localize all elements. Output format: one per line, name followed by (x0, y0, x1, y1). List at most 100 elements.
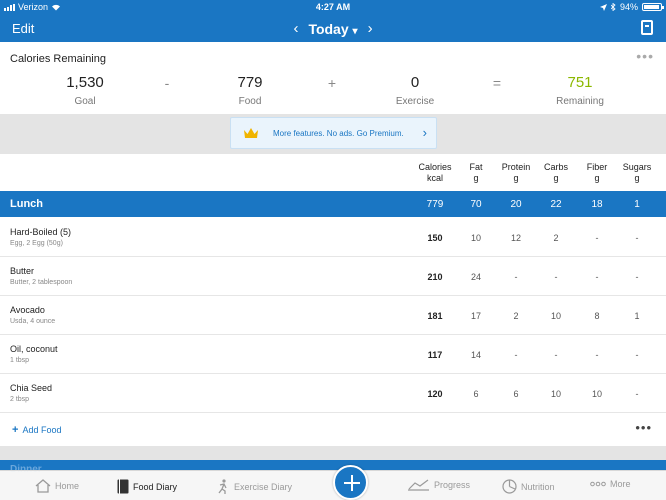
calories-more-icon[interactable]: ••• (636, 48, 654, 64)
food-sugars: 1 (634, 311, 640, 321)
food-calories: 181 (427, 311, 443, 321)
carrier-name: Verizon (18, 2, 49, 12)
meal-total-fat: 70 (470, 199, 482, 210)
tab-exercise-diary[interactable]: Exercise Diary (216, 479, 292, 494)
date-selector: ‹ Today ▾ › (0, 20, 666, 37)
food-protein: 2 (513, 311, 519, 321)
crown-icon (244, 128, 258, 138)
food-label: Food (238, 96, 262, 107)
meal-header-dinner[interactable]: Dinner (0, 460, 666, 475)
food-fiber: 10 (591, 389, 602, 399)
add-food-label: Add Food (22, 425, 62, 435)
food-protein: - (514, 272, 518, 282)
tab-home[interactable]: Home (35, 479, 79, 493)
nutrient-header-row: Calories kcal Fat g Protein g Carbs g Fiber g… (0, 154, 666, 194)
exercise-value: 0 (410, 74, 420, 91)
column-header-name: Carbs (543, 162, 568, 172)
bluetooth-icon (610, 3, 616, 11)
food-row[interactable]: Butter Butter, 2 tablespoon 210 24 - - -… (0, 257, 666, 296)
tab-label: More (610, 479, 631, 489)
meal-total-protein: 20 (510, 199, 522, 210)
goal-column: 1,530 Goal (25, 74, 145, 107)
edit-button[interactable]: Edit (12, 21, 35, 36)
food-row[interactable]: Oil, coconut 1 tbsp 117 14 - - - - (0, 335, 666, 374)
food-sugars: - (635, 272, 639, 282)
quick-add-button[interactable] (333, 465, 368, 500)
food-row[interactable]: Avocado Usda, 4 ounce 181 17 2 10 8 1 (0, 296, 666, 335)
tab-nutrition[interactable]: Nutrition (502, 479, 555, 494)
premium-banner[interactable]: More features. No ads. Go Premium. › (230, 117, 437, 149)
status-bar: Verizon 4:27 AM 94% (0, 0, 666, 14)
column-header-unit: g (634, 173, 640, 183)
column-header-name: Fiber (586, 162, 608, 172)
column-header-unit: g (473, 173, 479, 183)
food-carbs: - (554, 350, 558, 360)
meal-more-icon[interactable]: ••• (635, 420, 652, 435)
food-name: Avocado (10, 305, 45, 315)
food-fat: 10 (470, 233, 481, 243)
food-description: 2 tbsp (10, 396, 30, 403)
tab-label: Food Diary (133, 481, 178, 492)
meal-total-sugars: 1 (634, 199, 640, 210)
chart-icon (408, 479, 429, 491)
column-header-fat: Fat g (456, 162, 496, 184)
column-header-name: Calories (418, 162, 452, 172)
diary-complete-icon[interactable] (641, 20, 653, 35)
calories-remaining-card: Calories Remaining ••• 1,530 Goal - 779 … (0, 42, 666, 114)
meal-header-lunch[interactable]: Lunch 779 70 20 22 18 1 (0, 191, 666, 217)
column-header-name: Protein (501, 162, 531, 172)
column-header-sugars: Sugars g (617, 162, 657, 184)
chevron-down-icon: ▾ (352, 25, 358, 37)
date-title-label: Today (308, 20, 349, 37)
food-calories: 210 (427, 272, 443, 282)
date-title[interactable]: Today ▾ (308, 21, 357, 37)
remaining-label: Remaining (556, 96, 604, 107)
tab-label: Nutrition (521, 481, 555, 492)
food-fat: 6 (473, 389, 479, 399)
plus-icon: + (12, 424, 19, 436)
food-row[interactable]: Hard-Boiled (5) Egg, 2 Egg (50g) 150 10 … (0, 218, 666, 257)
tab-label: Exercise Diary (234, 481, 293, 492)
add-food-button[interactable]: + Add Food (12, 424, 61, 436)
food-carbs: - (554, 272, 558, 282)
food-fat: 14 (470, 350, 481, 360)
food-carbs: 2 (553, 233, 559, 243)
tab-progress[interactable]: Progress (408, 479, 470, 491)
food-sugars: - (635, 389, 639, 399)
tab-more[interactable]: More (590, 479, 631, 489)
food-name: Chia Seed (10, 383, 53, 393)
food-protein: 12 (510, 233, 521, 243)
food-name: Oil, coconut (10, 344, 58, 354)
chevron-right-icon: › (422, 125, 427, 140)
tab-food-diary[interactable]: Food Diary (117, 479, 177, 494)
food-fiber: - (595, 350, 599, 360)
more-dots-icon (590, 481, 606, 487)
next-day-arrow-icon[interactable]: › (367, 20, 373, 37)
food-description: Butter, 2 tablespoon (10, 279, 73, 286)
food-name: Butter (10, 266, 35, 276)
food-value: 779 (237, 74, 263, 91)
diary-icon (117, 479, 129, 494)
column-header-unit: g (513, 173, 519, 183)
cell-signal-icon (4, 3, 15, 11)
column-header-unit: kcal (426, 173, 443, 183)
food-sugars: - (635, 233, 639, 243)
goal-label: Goal (74, 96, 96, 107)
runner-icon (218, 479, 227, 494)
food-row[interactable]: Chia Seed 2 tbsp 120 6 6 10 10 - (0, 374, 666, 413)
calories-remaining-title: Calories Remaining (10, 53, 106, 65)
column-header-carbs: Carbs g (536, 162, 576, 184)
food-protein: 6 (513, 389, 519, 399)
wifi-icon (52, 4, 61, 11)
food-fiber: - (595, 233, 599, 243)
food-fat: 17 (470, 311, 481, 321)
food-protein: - (514, 350, 518, 360)
column-header-fiber: Fiber g (577, 162, 617, 184)
food-description: Usda, 4 ounce (10, 318, 56, 325)
remaining-column: 751 Remaining (520, 74, 640, 107)
plus-operator: + (327, 75, 337, 91)
add-food-row: + Add Food ••• (0, 413, 666, 446)
column-header-unit: g (594, 173, 600, 183)
previous-day-arrow-icon[interactable]: ‹ (293, 20, 299, 37)
food-calories: 150 (427, 233, 443, 243)
